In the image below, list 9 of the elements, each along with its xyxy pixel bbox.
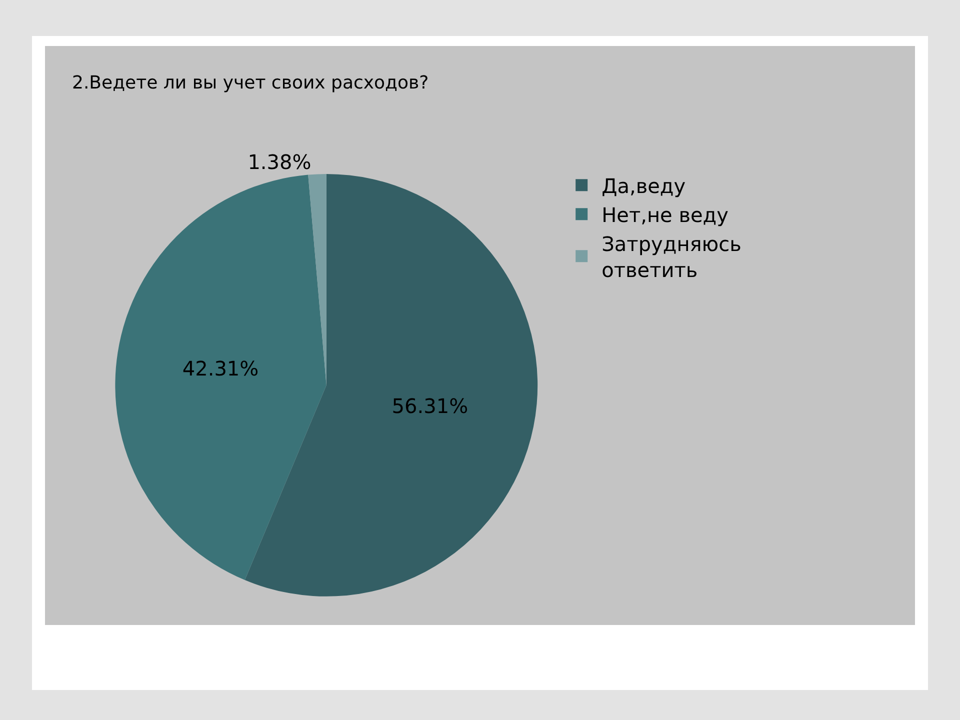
pie-slice (308, 174, 326, 386)
pie-slice (115, 174, 326, 580)
data-label: 56.31% (392, 394, 468, 418)
legend-label: Да,веду (602, 174, 686, 198)
data-label: 1.38% (248, 150, 312, 174)
chart-title: 2.Ведете ли вы учет своих расходов? (72, 72, 429, 94)
data-label: 42.31% (182, 356, 259, 381)
legend-label: Нет,не веду (602, 202, 729, 227)
legend-label: Затрудняюсь ответить (602, 232, 742, 282)
